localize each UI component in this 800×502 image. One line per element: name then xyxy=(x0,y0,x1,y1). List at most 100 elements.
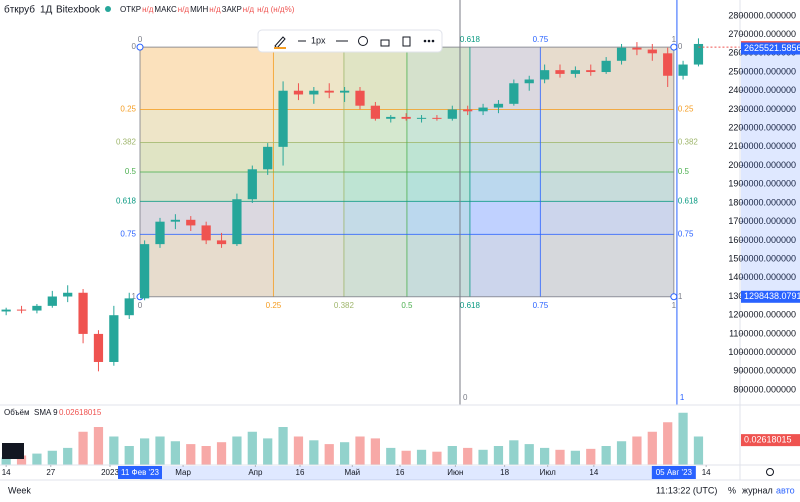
volume-bar xyxy=(93,427,104,465)
x-tick-label: 14 xyxy=(702,468,711,477)
candle-body xyxy=(586,70,596,73)
lock-icon[interactable] xyxy=(380,39,390,47)
volume-bar xyxy=(109,436,119,465)
percent-toggle[interactable]: % xyxy=(728,485,736,495)
volume-bar xyxy=(647,431,657,465)
y-tick-label: 900000.000000 xyxy=(733,366,796,376)
volume-value: 0.02618015 xyxy=(59,408,102,417)
ohlc-label: ОТКР xyxy=(120,5,141,14)
volume-bar xyxy=(232,436,242,465)
clock: 11:13:22 (UTC) xyxy=(656,485,717,495)
y-tick-label: 2700000.000000 xyxy=(728,29,796,39)
fib-level-label: 1 xyxy=(132,292,137,301)
time-label: 05 Авг '23 xyxy=(656,468,693,477)
candle-body xyxy=(570,70,580,74)
candle-body xyxy=(109,315,119,362)
vertical-line-label: 0 xyxy=(463,393,468,402)
line-width[interactable]: 1px xyxy=(311,35,326,45)
ohlc-label: МАКС xyxy=(154,5,177,14)
volume-bar xyxy=(124,446,134,465)
volume-bar xyxy=(509,440,519,465)
candle-body xyxy=(155,221,165,245)
y-tick-label: 2300000.000000 xyxy=(728,104,796,114)
ohlc-label: ЗАКР xyxy=(222,5,242,14)
fib-level-label: 0.618 xyxy=(116,197,137,206)
range-button[interactable]: Week xyxy=(8,485,31,495)
time-label-box xyxy=(651,466,696,479)
settings-icon[interactable] xyxy=(358,36,368,46)
candle-body xyxy=(555,70,565,74)
auto-toggle[interactable]: авто xyxy=(776,485,795,495)
volume-indicator: SMA 9 xyxy=(34,408,58,417)
time-label: 11 Фев '23 xyxy=(121,468,160,477)
candle-body xyxy=(309,90,319,95)
volume-bar xyxy=(32,453,42,465)
candle-body xyxy=(616,47,627,61)
x-tick-label: 14 xyxy=(589,468,598,477)
volume-bar xyxy=(693,436,704,465)
y-tick-label: 1200000.000000 xyxy=(728,310,796,320)
volume-bar xyxy=(1,457,11,465)
volume-bar xyxy=(386,447,396,465)
x-tick-label: 16 xyxy=(296,468,305,477)
time-label-box xyxy=(118,466,162,479)
fib-level-label: 0.382 xyxy=(678,138,699,147)
y-tick-label: 800000.000000 xyxy=(733,384,796,394)
volume-bar xyxy=(416,449,427,465)
candle-body xyxy=(663,53,673,76)
more-icon[interactable] xyxy=(423,39,435,43)
volume-title: Объём xyxy=(4,408,30,417)
symbol[interactable]: бткруб xyxy=(4,4,35,16)
fib-level-label: 0.5 xyxy=(125,167,137,176)
interval[interactable]: 1Д xyxy=(40,5,53,16)
volume-bar xyxy=(447,446,457,465)
y-tick-label: 1100000.000000 xyxy=(729,328,796,338)
candle-body xyxy=(601,60,611,73)
volume-bar xyxy=(47,450,57,465)
candle-body xyxy=(478,107,488,112)
candle-body xyxy=(293,90,304,95)
ohlc-value: н/д xyxy=(142,5,154,14)
candle-body xyxy=(693,43,704,65)
y-tick-label: 2100000.000000 xyxy=(728,141,796,151)
candle-body xyxy=(647,49,657,54)
y-tick-label: 1800000.000000 xyxy=(728,197,796,207)
fib-time-label: 0.618 xyxy=(460,301,481,310)
fib-handle xyxy=(670,293,678,301)
x-tick-label: Апр xyxy=(248,468,263,477)
delete-icon[interactable] xyxy=(402,36,411,47)
fib-level-label: 0 xyxy=(132,42,137,51)
volume-bar xyxy=(293,436,304,465)
candle-body xyxy=(632,47,642,50)
candle-body xyxy=(201,225,211,241)
fib-level-label: 1 xyxy=(678,292,683,301)
volume-bar xyxy=(263,438,273,465)
axis-settings[interactable] xyxy=(766,468,774,476)
volume-bar xyxy=(340,442,350,465)
x-tick-label: 18 xyxy=(500,468,509,477)
y-tick-label: 1900000.000000 xyxy=(728,179,796,189)
volume-bar xyxy=(601,446,611,465)
fib-time-label: 0.5 xyxy=(401,301,413,310)
volume-bar xyxy=(632,436,642,465)
y-tick-label: 2200000.000000 xyxy=(728,123,796,133)
fib-level-label: 0.25 xyxy=(678,105,694,114)
candle-body xyxy=(63,292,73,297)
fib-handle xyxy=(670,43,678,51)
volume-bar xyxy=(663,422,673,465)
volume-bar xyxy=(16,455,27,465)
y-tick-label: 2800000.000000 xyxy=(728,10,796,20)
ohlc-value: н/д xyxy=(209,5,221,14)
volume-bar xyxy=(586,448,596,465)
x-tick-label: Июн xyxy=(447,468,463,477)
volume-bar xyxy=(478,449,488,465)
drawing-toolbar xyxy=(257,29,443,53)
candle-body xyxy=(232,199,242,245)
ohlc-label: МИН xyxy=(190,5,208,14)
volume-bar xyxy=(540,447,550,465)
candle-body xyxy=(416,117,427,119)
log-toggle[interactable]: журнал xyxy=(742,485,773,495)
volume-bar xyxy=(278,427,288,465)
fib-level-label: 0.382 xyxy=(116,138,137,147)
candle-body xyxy=(124,298,134,316)
